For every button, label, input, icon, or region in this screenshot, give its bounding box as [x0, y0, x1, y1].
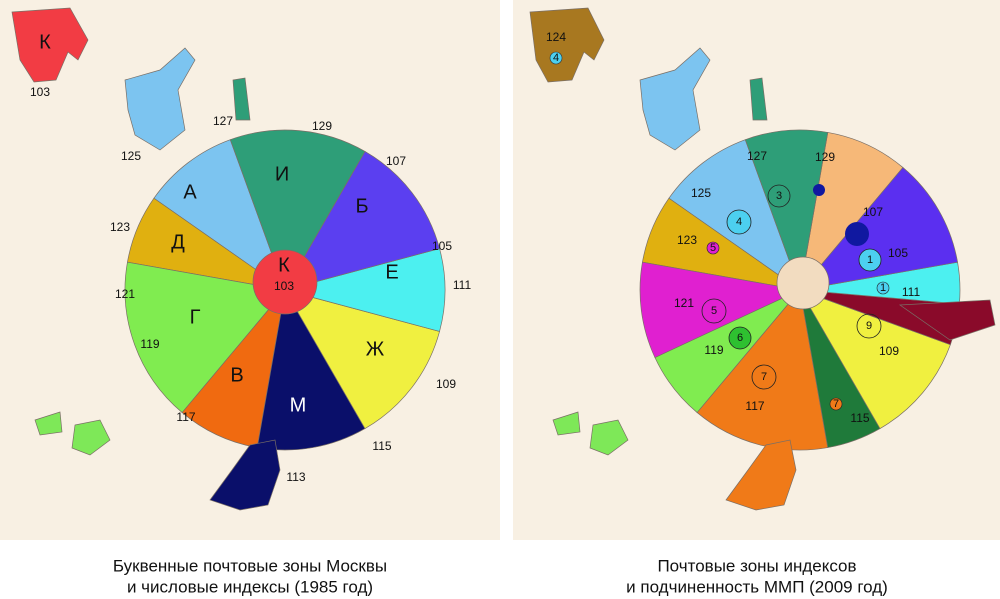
index-label: 103 — [30, 85, 50, 99]
zone-shape — [124, 47, 196, 151]
badge-label: 3 — [776, 190, 782, 202]
zone-letter: Д — [171, 231, 185, 253]
outer-zone — [529, 7, 605, 83]
badge-label: 4 — [553, 52, 559, 64]
zone-sector — [799, 289, 951, 430]
right-map — [529, 7, 996, 511]
zone-shape — [232, 77, 251, 121]
badge-label: 4 — [736, 216, 742, 228]
zone-shape — [898, 299, 996, 341]
center-zone — [252, 249, 318, 315]
index-label: 105 — [888, 246, 908, 260]
index-label: 125 — [691, 186, 711, 200]
index-label: 117 — [745, 399, 764, 413]
badge — [728, 326, 752, 350]
index-label: 107 — [386, 154, 406, 168]
center-zone — [776, 256, 830, 310]
index-label: 129 — [815, 150, 835, 164]
zone-sector — [284, 289, 440, 430]
zone-letter: В — [230, 364, 243, 386]
badge — [813, 184, 825, 196]
index-label: 119 — [704, 343, 723, 357]
index-label: 115 — [850, 411, 869, 425]
index-label: 109 — [436, 377, 456, 391]
badge-label: 1 — [867, 254, 873, 266]
caption: и числовые индексы (1985 год) — [127, 577, 373, 596]
index-label: 109 — [879, 344, 899, 358]
badge — [767, 184, 791, 208]
zone-sector — [124, 261, 286, 414]
badge — [751, 364, 777, 390]
zone-letter: И — [275, 163, 289, 185]
badge — [701, 298, 727, 324]
index-label: 125 — [121, 149, 141, 163]
index-label: 123 — [110, 220, 130, 234]
outer-zone — [11, 7, 89, 83]
index-label: 105 — [432, 239, 452, 253]
badge — [845, 222, 869, 246]
zone-letter: Е — [385, 261, 398, 283]
badge-label: 6 — [737, 332, 743, 344]
zone-letter: К — [278, 254, 290, 276]
zone-letter: А — [183, 181, 197, 203]
labels: К 103 127 129 107 125 А И Б 123 Д 105 К … — [30, 30, 920, 596]
zone-sector — [284, 150, 440, 291]
zone-sector — [153, 139, 286, 291]
zone-shape — [639, 47, 711, 151]
badge-label: 9 — [866, 320, 872, 332]
zone-sector — [744, 129, 829, 292]
zone-sector — [696, 289, 829, 451]
zone-letter: К — [39, 31, 51, 53]
zone-sector — [229, 129, 366, 291]
index-label: 121 — [115, 287, 135, 301]
index-label: 115 — [372, 439, 391, 453]
left-map — [11, 7, 446, 511]
index-label: 103 — [274, 279, 294, 293]
zone-letter: Б — [355, 195, 368, 217]
badge-label: 7 — [761, 371, 767, 383]
badge — [706, 241, 720, 255]
index-label: 111 — [453, 278, 472, 292]
badge-label: 7 — [833, 398, 839, 410]
caption: и подчиненность ММП (2009 год) — [626, 577, 888, 596]
caption: Почтовые зоны индексов — [657, 556, 856, 575]
index-label: 124 — [546, 30, 566, 44]
island — [552, 411, 629, 456]
index-label: 113 — [286, 470, 305, 484]
badge — [856, 313, 882, 339]
index-label: 127 — [747, 149, 767, 163]
index-label: 129 — [312, 119, 332, 133]
caption: Буквенные почтовые зоны Москвы — [113, 556, 387, 575]
index-label: 127 — [213, 114, 233, 128]
badge — [829, 397, 843, 411]
badge-label: 5 — [710, 242, 716, 254]
zone-shape — [725, 439, 797, 511]
index-label: 117 — [176, 410, 195, 424]
zone-sector — [799, 166, 958, 291]
index-label: 119 — [140, 337, 159, 351]
badge — [726, 209, 752, 235]
index-label: 123 — [677, 233, 697, 247]
index-label: 107 — [863, 205, 883, 219]
zone-letter: М — [290, 394, 307, 416]
badge-label: 5 — [711, 305, 717, 317]
badge — [876, 281, 890, 295]
zone-shape — [209, 439, 281, 511]
badge-label: 1 — [880, 282, 886, 294]
index-label: 111 — [902, 285, 921, 299]
zone-letter: Г — [190, 306, 201, 328]
badge — [858, 248, 882, 272]
island — [34, 411, 111, 456]
zone-shape — [749, 77, 768, 121]
zone-letter: Ж — [366, 338, 385, 360]
index-label: 121 — [674, 296, 694, 310]
badge — [549, 51, 563, 65]
